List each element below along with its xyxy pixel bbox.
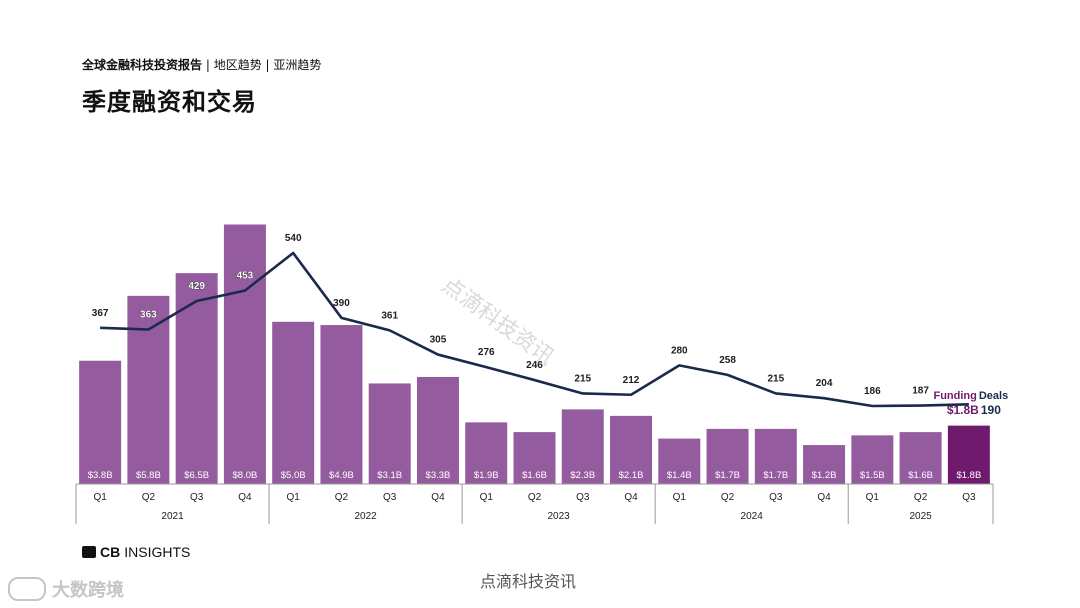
logo-cb: CB bbox=[100, 544, 121, 560]
funding-bar-label: $1.6B bbox=[522, 470, 547, 481]
funding-bar bbox=[513, 432, 556, 484]
deals-point-label: 361 bbox=[381, 310, 398, 321]
funding-bar bbox=[127, 295, 170, 484]
breadcrumb-path: | 地区趋势 | 亚洲趋势 bbox=[205, 58, 322, 72]
deals-point-label: 215 bbox=[767, 373, 784, 384]
deals-point-label: 540 bbox=[285, 233, 302, 244]
page-title: 季度融资和交易 bbox=[82, 88, 257, 116]
x-tick-quarter: Q3 bbox=[576, 492, 590, 503]
x-tick-quarter: Q4 bbox=[624, 492, 638, 503]
deals-point-label: 367 bbox=[92, 308, 109, 319]
funding-bar-label: $1.2B bbox=[812, 470, 837, 481]
funding-bar bbox=[851, 435, 894, 484]
deals-point-label: 212 bbox=[623, 375, 640, 386]
funding-bar-label: $8.0B bbox=[233, 470, 258, 481]
x-tick-quarter: Q2 bbox=[142, 492, 156, 503]
cbinsights-logo: CB INSIGHTS bbox=[82, 544, 190, 560]
funding-bar bbox=[658, 438, 701, 484]
x-tick-quarter: Q3 bbox=[769, 492, 783, 503]
breadcrumb: 全球金融科技投资报告 | 地区趋势 | 亚洲趋势 bbox=[82, 56, 321, 73]
funding-bar bbox=[803, 445, 846, 484]
funding-bar bbox=[175, 273, 218, 484]
funding-bar-label: $3.3B bbox=[426, 470, 451, 481]
deals-point-label: 204 bbox=[816, 378, 833, 389]
x-tick-quarter: Q3 bbox=[383, 492, 397, 503]
funding-bar-label: $3.8B bbox=[88, 470, 113, 481]
watermark-corner-text: 大数跨境 bbox=[52, 580, 124, 601]
funding-bar-label: $6.5B bbox=[184, 470, 209, 481]
deals-point-label: 258 bbox=[719, 355, 736, 366]
funding-bar-label: $1.6B bbox=[908, 470, 933, 481]
funding-bar bbox=[899, 432, 942, 484]
deals-point-label: 363 bbox=[140, 310, 157, 321]
deals-point-label: 280 bbox=[671, 345, 688, 356]
funding-bar bbox=[320, 325, 363, 484]
x-tick-quarter: Q3 bbox=[190, 492, 204, 503]
x-tick-quarter: Q1 bbox=[93, 492, 107, 503]
deals-point-label: 276 bbox=[478, 347, 495, 358]
funding-bar-label: $2.3B bbox=[570, 470, 595, 481]
funding-bar-label: $4.9B bbox=[329, 470, 354, 481]
funding-bar bbox=[272, 321, 315, 484]
x-tick-year: 2021 bbox=[161, 511, 184, 522]
watermark-bottom: 点滴科技资讯 bbox=[480, 572, 577, 591]
watermark-logo-icon bbox=[8, 577, 46, 601]
funding-bar-label: $1.8B bbox=[956, 470, 981, 481]
funding-bar-label: $1.5B bbox=[860, 470, 885, 481]
legend-latest-deals: 190 bbox=[981, 403, 1001, 417]
funding-bar-label: $1.9B bbox=[474, 470, 499, 481]
x-tick-year: 2025 bbox=[909, 511, 932, 522]
funding-bar bbox=[368, 383, 411, 484]
x-tick-year: 2024 bbox=[741, 511, 764, 522]
x-tick-quarter: Q4 bbox=[431, 492, 445, 503]
funding-bar bbox=[561, 409, 604, 484]
x-tick-quarter: Q1 bbox=[287, 492, 301, 503]
x-tick-quarter: Q4 bbox=[238, 492, 252, 503]
funding-bar bbox=[706, 428, 749, 484]
legend-latest-funding: $1.8B bbox=[947, 403, 979, 417]
x-tick-quarter: Q2 bbox=[528, 492, 542, 503]
watermark-corner: 大数跨境 bbox=[8, 576, 124, 602]
funding-bar-label: $1.7B bbox=[715, 470, 740, 481]
funding-bar-label: $1.4B bbox=[667, 470, 692, 481]
deals-point-label: 246 bbox=[526, 360, 543, 371]
x-tick-quarter: Q1 bbox=[866, 492, 880, 503]
x-tick-year: 2023 bbox=[548, 511, 571, 522]
x-tick-quarter: Q3 bbox=[962, 492, 976, 503]
legend-deals: Deals bbox=[979, 390, 1008, 402]
deals-point-label: 186 bbox=[864, 386, 881, 397]
funding-bar bbox=[416, 376, 459, 484]
funding-bar bbox=[223, 224, 266, 485]
x-tick-quarter: Q1 bbox=[673, 492, 687, 503]
logo-insights: INSIGHTS bbox=[124, 544, 191, 560]
deals-point-label: 390 bbox=[333, 298, 350, 309]
funding-bar bbox=[79, 360, 122, 484]
x-tick-quarter: Q2 bbox=[721, 492, 735, 503]
deals-point-label: 187 bbox=[912, 386, 929, 397]
funding-bar-label: $3.1B bbox=[377, 470, 402, 481]
funding-bar-label: $1.7B bbox=[763, 470, 788, 481]
x-tick-quarter: Q2 bbox=[335, 492, 349, 503]
x-tick-quarter: Q4 bbox=[817, 492, 831, 503]
breadcrumb-report: 全球金融科技投资报告 bbox=[82, 58, 203, 72]
funding-bar-label: $5.0B bbox=[281, 470, 306, 481]
deals-point-label: 429 bbox=[188, 281, 205, 292]
funding-bar-label: $5.8B bbox=[136, 470, 161, 481]
deals-point-label: 215 bbox=[574, 373, 591, 384]
funding-bar bbox=[610, 415, 653, 484]
x-tick-quarter: Q1 bbox=[480, 492, 494, 503]
cbinsights-logo-icon bbox=[82, 546, 96, 558]
funding-bar bbox=[947, 425, 990, 484]
legend-funding: Funding bbox=[933, 390, 976, 402]
deals-point-label: 453 bbox=[237, 271, 254, 282]
deals-point-label: 305 bbox=[430, 335, 447, 346]
funding-bar bbox=[754, 428, 797, 484]
x-tick-year: 2022 bbox=[354, 511, 377, 522]
funding-bar bbox=[465, 422, 508, 484]
x-tick-quarter: Q2 bbox=[914, 492, 928, 503]
funding-bar-label: $2.1B bbox=[619, 470, 644, 481]
deals-line bbox=[100, 251, 969, 408]
